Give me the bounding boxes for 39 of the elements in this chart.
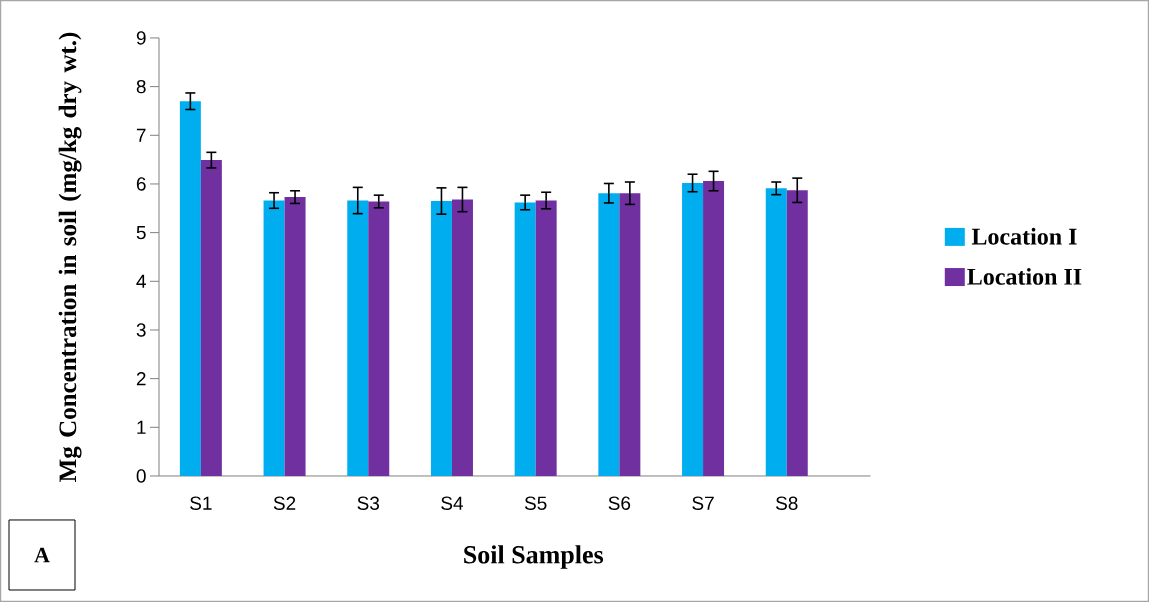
bar bbox=[368, 201, 390, 476]
bar bbox=[284, 197, 306, 476]
bar bbox=[598, 193, 620, 476]
x-tick-label: S7 bbox=[692, 496, 714, 510]
x-tick-label: S2 bbox=[273, 496, 296, 510]
bar bbox=[703, 181, 725, 476]
y-tick-label: 9 bbox=[136, 31, 146, 45]
bar bbox=[535, 200, 557, 476]
y-tick-label: 8 bbox=[136, 79, 146, 94]
x-tick-label: S6 bbox=[608, 496, 631, 510]
y-tick-label: 3 bbox=[136, 323, 146, 337]
x-tick-label: S8 bbox=[776, 496, 798, 510]
x-tick-label: S1 bbox=[190, 496, 212, 510]
y-tick-label: 0 bbox=[136, 469, 146, 483]
text: A bbox=[34, 547, 50, 563]
bar bbox=[619, 193, 641, 476]
bar bbox=[682, 182, 704, 476]
x-tick-label: S3 bbox=[357, 496, 380, 510]
x-tick-label: S4 bbox=[441, 496, 464, 510]
bar bbox=[765, 188, 787, 476]
x-tick-label: S5 bbox=[524, 496, 547, 510]
bar bbox=[514, 202, 536, 476]
y-tick-label: 5 bbox=[136, 226, 146, 240]
bar bbox=[263, 200, 285, 476]
y-tick-label: 7 bbox=[136, 128, 146, 142]
x-axis-title: Soil Samples bbox=[464, 545, 604, 569]
y-tick-label: 2 bbox=[136, 372, 146, 386]
bar bbox=[786, 190, 808, 476]
y-axis-title: Mg Concentration in soil (mg/kg dry wt.) bbox=[58, 32, 82, 482]
y-tick-label: 1 bbox=[137, 420, 146, 434]
y-tick-label: 4 bbox=[136, 274, 146, 288]
bar bbox=[451, 199, 473, 476]
bar bbox=[200, 160, 222, 476]
bar bbox=[430, 201, 452, 476]
y-tick-label: 6 bbox=[136, 177, 146, 191]
legend-label: Location I bbox=[971, 227, 1077, 245]
legend-label: Location II bbox=[967, 267, 1082, 285]
bar bbox=[347, 200, 369, 476]
bar bbox=[179, 101, 201, 476]
